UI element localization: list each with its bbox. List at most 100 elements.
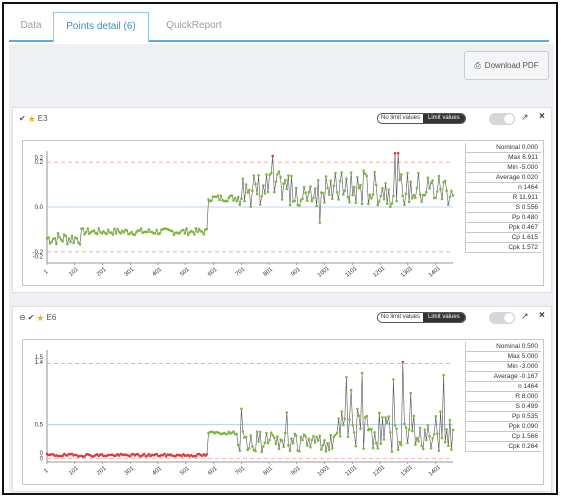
data-point xyxy=(83,455,86,458)
data-point xyxy=(393,424,397,427)
data-point xyxy=(75,237,79,240)
data-point xyxy=(249,205,253,208)
limit-values-toggle[interactable]: No limit values Limit values xyxy=(377,113,466,124)
close-icon[interactable]: × xyxy=(539,310,545,321)
no-limit-values-option[interactable]: No limit values xyxy=(378,114,424,123)
data-point xyxy=(434,196,438,200)
limit-values-option[interactable]: Limit values xyxy=(423,313,465,322)
minus-circle-icon[interactable]: ⊖ xyxy=(19,312,26,322)
data-point xyxy=(298,204,301,207)
data-point xyxy=(398,178,402,182)
data-point xyxy=(268,438,271,442)
data-point xyxy=(417,440,420,443)
data-point xyxy=(410,196,414,200)
tab-quickreport[interactable]: QuickReport xyxy=(166,20,222,31)
data-point xyxy=(362,169,365,172)
x-tick-label: 401 xyxy=(152,266,164,277)
data-point xyxy=(268,173,271,177)
data-point xyxy=(335,190,339,194)
data-point xyxy=(345,375,348,379)
data-point xyxy=(249,434,253,437)
data-point xyxy=(258,203,262,206)
data-point xyxy=(155,452,158,456)
x-tick-label: 901 xyxy=(290,465,302,476)
data-point xyxy=(186,233,190,237)
x-tick-label: 1 xyxy=(43,268,50,275)
tab-data[interactable]: Data xyxy=(20,20,42,31)
data-point xyxy=(294,434,298,437)
data-point xyxy=(258,430,262,434)
line-chart-icon[interactable]: ↗ xyxy=(521,311,529,321)
star-icon[interactable]: ★ xyxy=(36,312,45,323)
stat-row: Max 5.000 xyxy=(466,352,541,362)
data-point xyxy=(310,438,314,442)
data-point xyxy=(232,430,235,433)
data-point xyxy=(385,421,389,425)
line-chart-icon[interactable]: ↗ xyxy=(521,112,529,122)
close-icon[interactable]: × xyxy=(539,111,545,122)
x-tick-label: 801 xyxy=(263,465,275,476)
panel-switch[interactable] xyxy=(489,113,515,125)
star-icon[interactable]: ★ xyxy=(27,113,36,124)
data-point xyxy=(334,433,337,437)
data-point xyxy=(428,187,431,190)
check-circle-icon[interactable]: ✔ xyxy=(19,113,26,123)
download-pdf-button[interactable]: ⎙ Download PDF xyxy=(464,51,549,80)
data-point xyxy=(53,237,57,240)
printer-icon: ⎙ xyxy=(474,60,481,70)
tab-bar: Data Points detail (6) QuickReport xyxy=(9,12,549,44)
data-point xyxy=(302,433,306,436)
data-point xyxy=(56,232,60,235)
x-tick-label: 1301 xyxy=(400,464,415,478)
panel-e6: ⊖ ✔ ★ E6 No limit values Limit values ↗ … xyxy=(12,306,552,492)
data-point xyxy=(414,443,417,446)
data-point xyxy=(146,230,149,234)
data-point xyxy=(78,243,82,246)
data-point xyxy=(298,449,301,453)
tab-points-detail[interactable]: Points detail (6) xyxy=(53,12,149,44)
no-limit-values-option[interactable]: No limit values xyxy=(378,313,424,322)
data-point xyxy=(282,445,286,449)
data-point xyxy=(342,423,345,427)
data-point xyxy=(299,435,303,439)
data-point xyxy=(379,442,383,445)
panel-switch[interactable] xyxy=(489,312,515,324)
data-point xyxy=(305,199,309,202)
x-tick-label: 1201 xyxy=(372,265,387,279)
data-point xyxy=(235,432,238,436)
data-point xyxy=(200,230,204,234)
data-point xyxy=(227,196,231,200)
stat-row: R 8.000 xyxy=(466,392,541,402)
limit-values-toggle[interactable]: No limit values Limit values xyxy=(377,312,466,323)
y-tick-label: -0.2 xyxy=(33,254,44,260)
check-circle-icon[interactable]: ✔ xyxy=(27,312,35,322)
data-point xyxy=(393,151,397,155)
data-point xyxy=(373,431,376,434)
stat-row: Cp 1.566 xyxy=(466,432,541,442)
data-point xyxy=(447,444,450,448)
data-point xyxy=(400,443,403,447)
limit-values-option[interactable]: Limit values xyxy=(423,114,465,123)
x-tick-label: 1101 xyxy=(345,265,359,278)
data-point xyxy=(371,446,375,450)
data-point xyxy=(412,414,416,418)
data-point xyxy=(390,450,394,453)
data-point xyxy=(238,449,242,453)
x-tick-label: 1401 xyxy=(428,464,443,478)
data-point xyxy=(389,431,392,434)
data-point xyxy=(218,198,221,202)
download-pdf-label: Download PDF xyxy=(484,61,539,70)
data-point xyxy=(210,199,213,202)
data-point xyxy=(265,431,268,435)
x-tick-label: 1001 xyxy=(317,265,332,279)
data-point xyxy=(273,436,276,439)
stat-row: Cpk 1.572 xyxy=(466,243,541,253)
data-point xyxy=(351,193,355,197)
data-point xyxy=(269,431,273,434)
y-tick-label: 1.5 xyxy=(35,355,44,361)
data-point xyxy=(396,151,400,155)
data-point xyxy=(426,424,430,427)
data-point xyxy=(415,436,419,440)
data-point xyxy=(354,201,358,204)
data-point xyxy=(376,447,380,450)
